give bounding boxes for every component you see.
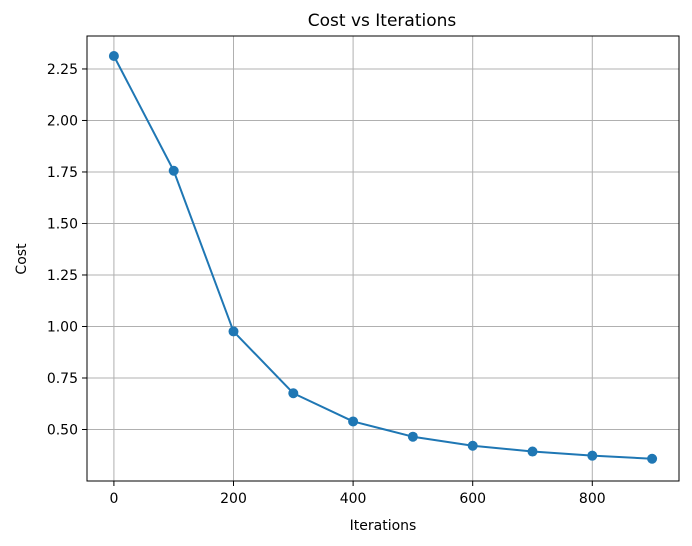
cost-data-point xyxy=(108,50,119,61)
x-tick-label: 600 xyxy=(459,491,486,507)
cost-data-point xyxy=(467,440,478,451)
cost-data-point xyxy=(527,446,538,457)
y-tick-label: 1.00 xyxy=(47,319,78,335)
grid xyxy=(87,36,679,481)
plot-area-frame xyxy=(86,35,680,482)
x-axis-label: Iterations xyxy=(350,518,417,534)
series-layer xyxy=(108,50,658,464)
cost-data-point xyxy=(168,165,179,176)
cost-data-point xyxy=(348,416,359,427)
cost-data-point xyxy=(288,388,299,399)
y-tick-label: 1.25 xyxy=(47,268,78,284)
axis-ticks: 0 200 400 600 800 0.50 0.75 1.00 1.25 1.50 1.75 2.0… xyxy=(47,62,606,507)
y-tick-label: 1.75 xyxy=(47,165,78,181)
y-tick-label: 0.50 xyxy=(47,422,78,438)
cost-series-line xyxy=(113,55,653,460)
cost-data-point xyxy=(587,450,598,461)
cost-data-point xyxy=(228,326,239,337)
x-tick-label: 800 xyxy=(579,491,606,507)
x-tick-label: 400 xyxy=(340,491,367,507)
y-tick-label: 2.00 xyxy=(47,113,78,129)
x-tick-label: 0 xyxy=(109,491,118,507)
chart-title: Cost vs Iterations xyxy=(308,11,457,31)
y-tick-label: 1.50 xyxy=(47,216,78,232)
y-tick-label: 0.75 xyxy=(47,371,78,387)
cost-data-point xyxy=(407,431,418,442)
y-axis-label: Cost xyxy=(14,243,30,275)
cost-data-point xyxy=(647,453,658,464)
y-tick-label: 2.25 xyxy=(47,62,78,78)
x-tick-label: 200 xyxy=(220,491,247,507)
